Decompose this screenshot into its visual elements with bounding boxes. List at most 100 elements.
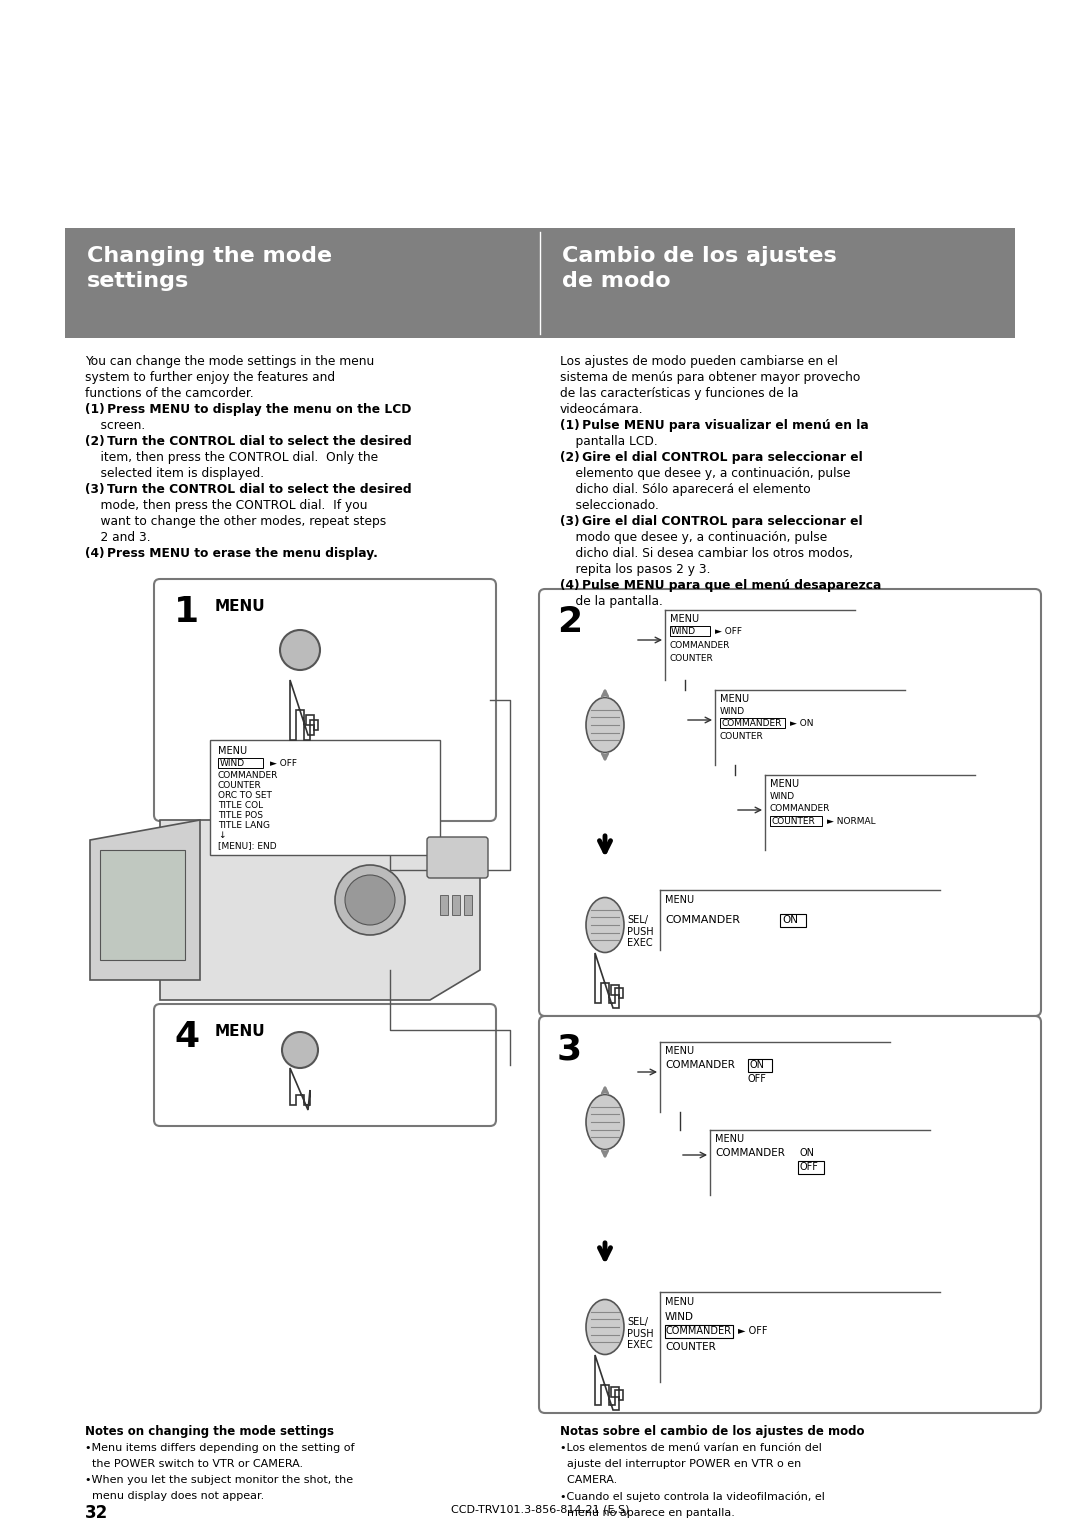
Ellipse shape [586,897,624,952]
Text: (2) Gire el dial CONTROL para seleccionar el: (2) Gire el dial CONTROL para selecciona… [561,451,863,465]
Text: TITLE COL: TITLE COL [218,801,264,810]
Text: repita los pasos 2 y 3.: repita los pasos 2 y 3. [561,562,711,576]
Text: want to change the other modes, repeat steps: want to change the other modes, repeat s… [85,515,387,529]
Text: TITLE POS: TITLE POS [218,811,264,821]
Text: COMMANDER: COMMANDER [665,915,740,924]
Polygon shape [595,953,623,1008]
Text: TITLE LANG: TITLE LANG [218,821,270,830]
Text: •Los elementos de menú varían en función del: •Los elementos de menú varían en función… [561,1442,822,1453]
FancyBboxPatch shape [154,579,496,821]
Text: SEL/
PUSH
EXEC: SEL/ PUSH EXEC [627,1317,653,1351]
Text: •When you let the subject monitor the shot, the: •When you let the subject monitor the sh… [85,1475,353,1485]
Text: SEL/
PUSH
EXEC: SEL/ PUSH EXEC [627,915,653,949]
Text: Changing the mode
settings: Changing the mode settings [87,246,333,290]
Bar [440,895,448,915]
Bar [720,718,785,727]
Text: Cambio de los ajustes
de modo: Cambio de los ajustes de modo [562,246,837,290]
Circle shape [345,876,395,924]
Text: MENU: MENU [720,694,750,704]
Text: Notes on changing the mode settings: Notes on changing the mode settings [85,1426,334,1438]
Text: dicho dial. Si desea cambiar los otros modos,: dicho dial. Si desea cambiar los otros m… [561,547,853,559]
Text: elemento que desee y, a continuación, pulse: elemento que desee y, a continuación, pu… [561,468,851,480]
Text: 32: 32 [85,1504,108,1522]
FancyBboxPatch shape [539,1016,1041,1413]
Text: MENU: MENU [215,599,266,614]
Text: (3) Turn the CONTROL dial to select the desired: (3) Turn the CONTROL dial to select the … [85,483,411,497]
Text: WIND: WIND [665,1313,694,1322]
Text: menu display does not appear.: menu display does not appear. [85,1491,265,1500]
Text: (1) Press MENU to display the menu on the LCD: (1) Press MENU to display the menu on th… [85,403,411,416]
Text: 3: 3 [557,1031,582,1067]
Circle shape [282,1031,318,1068]
Bar [65,228,1015,338]
Polygon shape [595,1355,623,1410]
Text: MENU: MENU [218,746,247,756]
Polygon shape [291,1068,310,1109]
Text: COMMANDER: COMMANDER [721,720,781,727]
Text: •Cuando el sujeto controla la videofilmación, el: •Cuando el sujeto controla la videofilma… [561,1491,825,1502]
Text: WIND: WIND [770,792,795,801]
Text: ► OFF: ► OFF [715,626,742,636]
Text: 2: 2 [557,605,582,639]
Text: MENU: MENU [715,1134,744,1144]
Text: screen.: screen. [85,419,145,432]
Text: ORC TO SET: ORC TO SET [218,792,272,801]
Text: (4) Pulse MENU para que el menú desaparezca: (4) Pulse MENU para que el menú desapare… [561,579,881,591]
Text: (3) Gire el dial CONTROL para seleccionar el: (3) Gire el dial CONTROL para selecciona… [561,515,863,529]
Text: OFF: OFF [800,1161,819,1172]
Text: ► OFF: ► OFF [270,759,297,769]
Text: (1) Pulse MENU para visualizar el menú en la: (1) Pulse MENU para visualizar el menú e… [561,419,868,432]
Bar [670,626,710,636]
Text: (4) Press MENU to erase the menu display.: (4) Press MENU to erase the menu display… [85,547,378,559]
Circle shape [335,865,405,935]
Text: ► NORMAL: ► NORMAL [827,817,876,827]
Text: sistema de menús para obtener mayor provecho: sistema de menús para obtener mayor prov… [561,371,861,384]
Text: COMMANDER: COMMANDER [665,1060,734,1070]
Text: Los ajustes de modo pueden cambiarse en el: Los ajustes de modo pueden cambiarse en … [561,354,838,368]
Text: item, then press the CONTROL dial.  Only the: item, then press the CONTROL dial. Only … [85,451,378,465]
Text: WIND: WIND [671,626,697,636]
Text: system to further enjoy the features and: system to further enjoy the features and [85,371,335,384]
Text: the POWER switch to VTR or CAMERA.: the POWER switch to VTR or CAMERA. [85,1459,303,1468]
Bar [780,914,806,927]
Text: MENU: MENU [665,1047,694,1056]
Bar [665,1325,733,1339]
Text: ↓: ↓ [218,831,226,840]
Bar [210,740,440,856]
Text: [MENU]: END: [MENU]: END [218,840,276,850]
Text: COUNTER: COUNTER [771,817,814,827]
Ellipse shape [586,697,624,752]
Text: MENU: MENU [670,614,699,623]
Text: functions of the camcorder.: functions of the camcorder. [85,387,254,400]
Text: Notas sobre el cambio de los ajustes de modo: Notas sobre el cambio de los ajustes de … [561,1426,864,1438]
Text: ajuste del interruptor POWER en VTR o en: ajuste del interruptor POWER en VTR o en [561,1459,801,1468]
Text: COUNTER: COUNTER [665,1342,716,1352]
Text: WIND: WIND [220,759,245,769]
Bar [453,895,460,915]
Text: You can change the mode settings in the menu: You can change the mode settings in the … [85,354,375,368]
Text: CCD-TRV101.3-856-814-21 (E,S): CCD-TRV101.3-856-814-21 (E,S) [450,1505,630,1514]
Bar [748,1059,772,1073]
Text: dicho dial. Sólo aparecerá el elemento: dicho dial. Sólo aparecerá el elemento [561,483,811,497]
Text: MENU: MENU [665,1297,694,1306]
Text: ► OFF: ► OFF [738,1326,768,1335]
Text: de las características y funciones de la: de las características y funciones de la [561,387,798,400]
Text: COUNTER: COUNTER [218,781,261,790]
Text: OFF: OFF [748,1074,767,1083]
Bar [218,758,264,769]
FancyBboxPatch shape [539,588,1041,1016]
Text: CAMERA.: CAMERA. [561,1475,618,1485]
Text: 1: 1 [174,594,199,630]
Text: seleccionado.: seleccionado. [561,500,659,512]
Text: WIND: WIND [720,707,745,717]
Bar [770,816,822,827]
Bar [100,850,185,960]
Text: COUNTER: COUNTER [720,732,764,741]
FancyBboxPatch shape [427,837,488,879]
Text: COMMANDER: COMMANDER [715,1148,785,1158]
Ellipse shape [586,1094,624,1149]
Text: videocámara.: videocámara. [561,403,644,416]
Text: ► ON: ► ON [789,720,813,727]
Text: MENU: MENU [215,1024,266,1039]
Ellipse shape [586,1299,624,1354]
